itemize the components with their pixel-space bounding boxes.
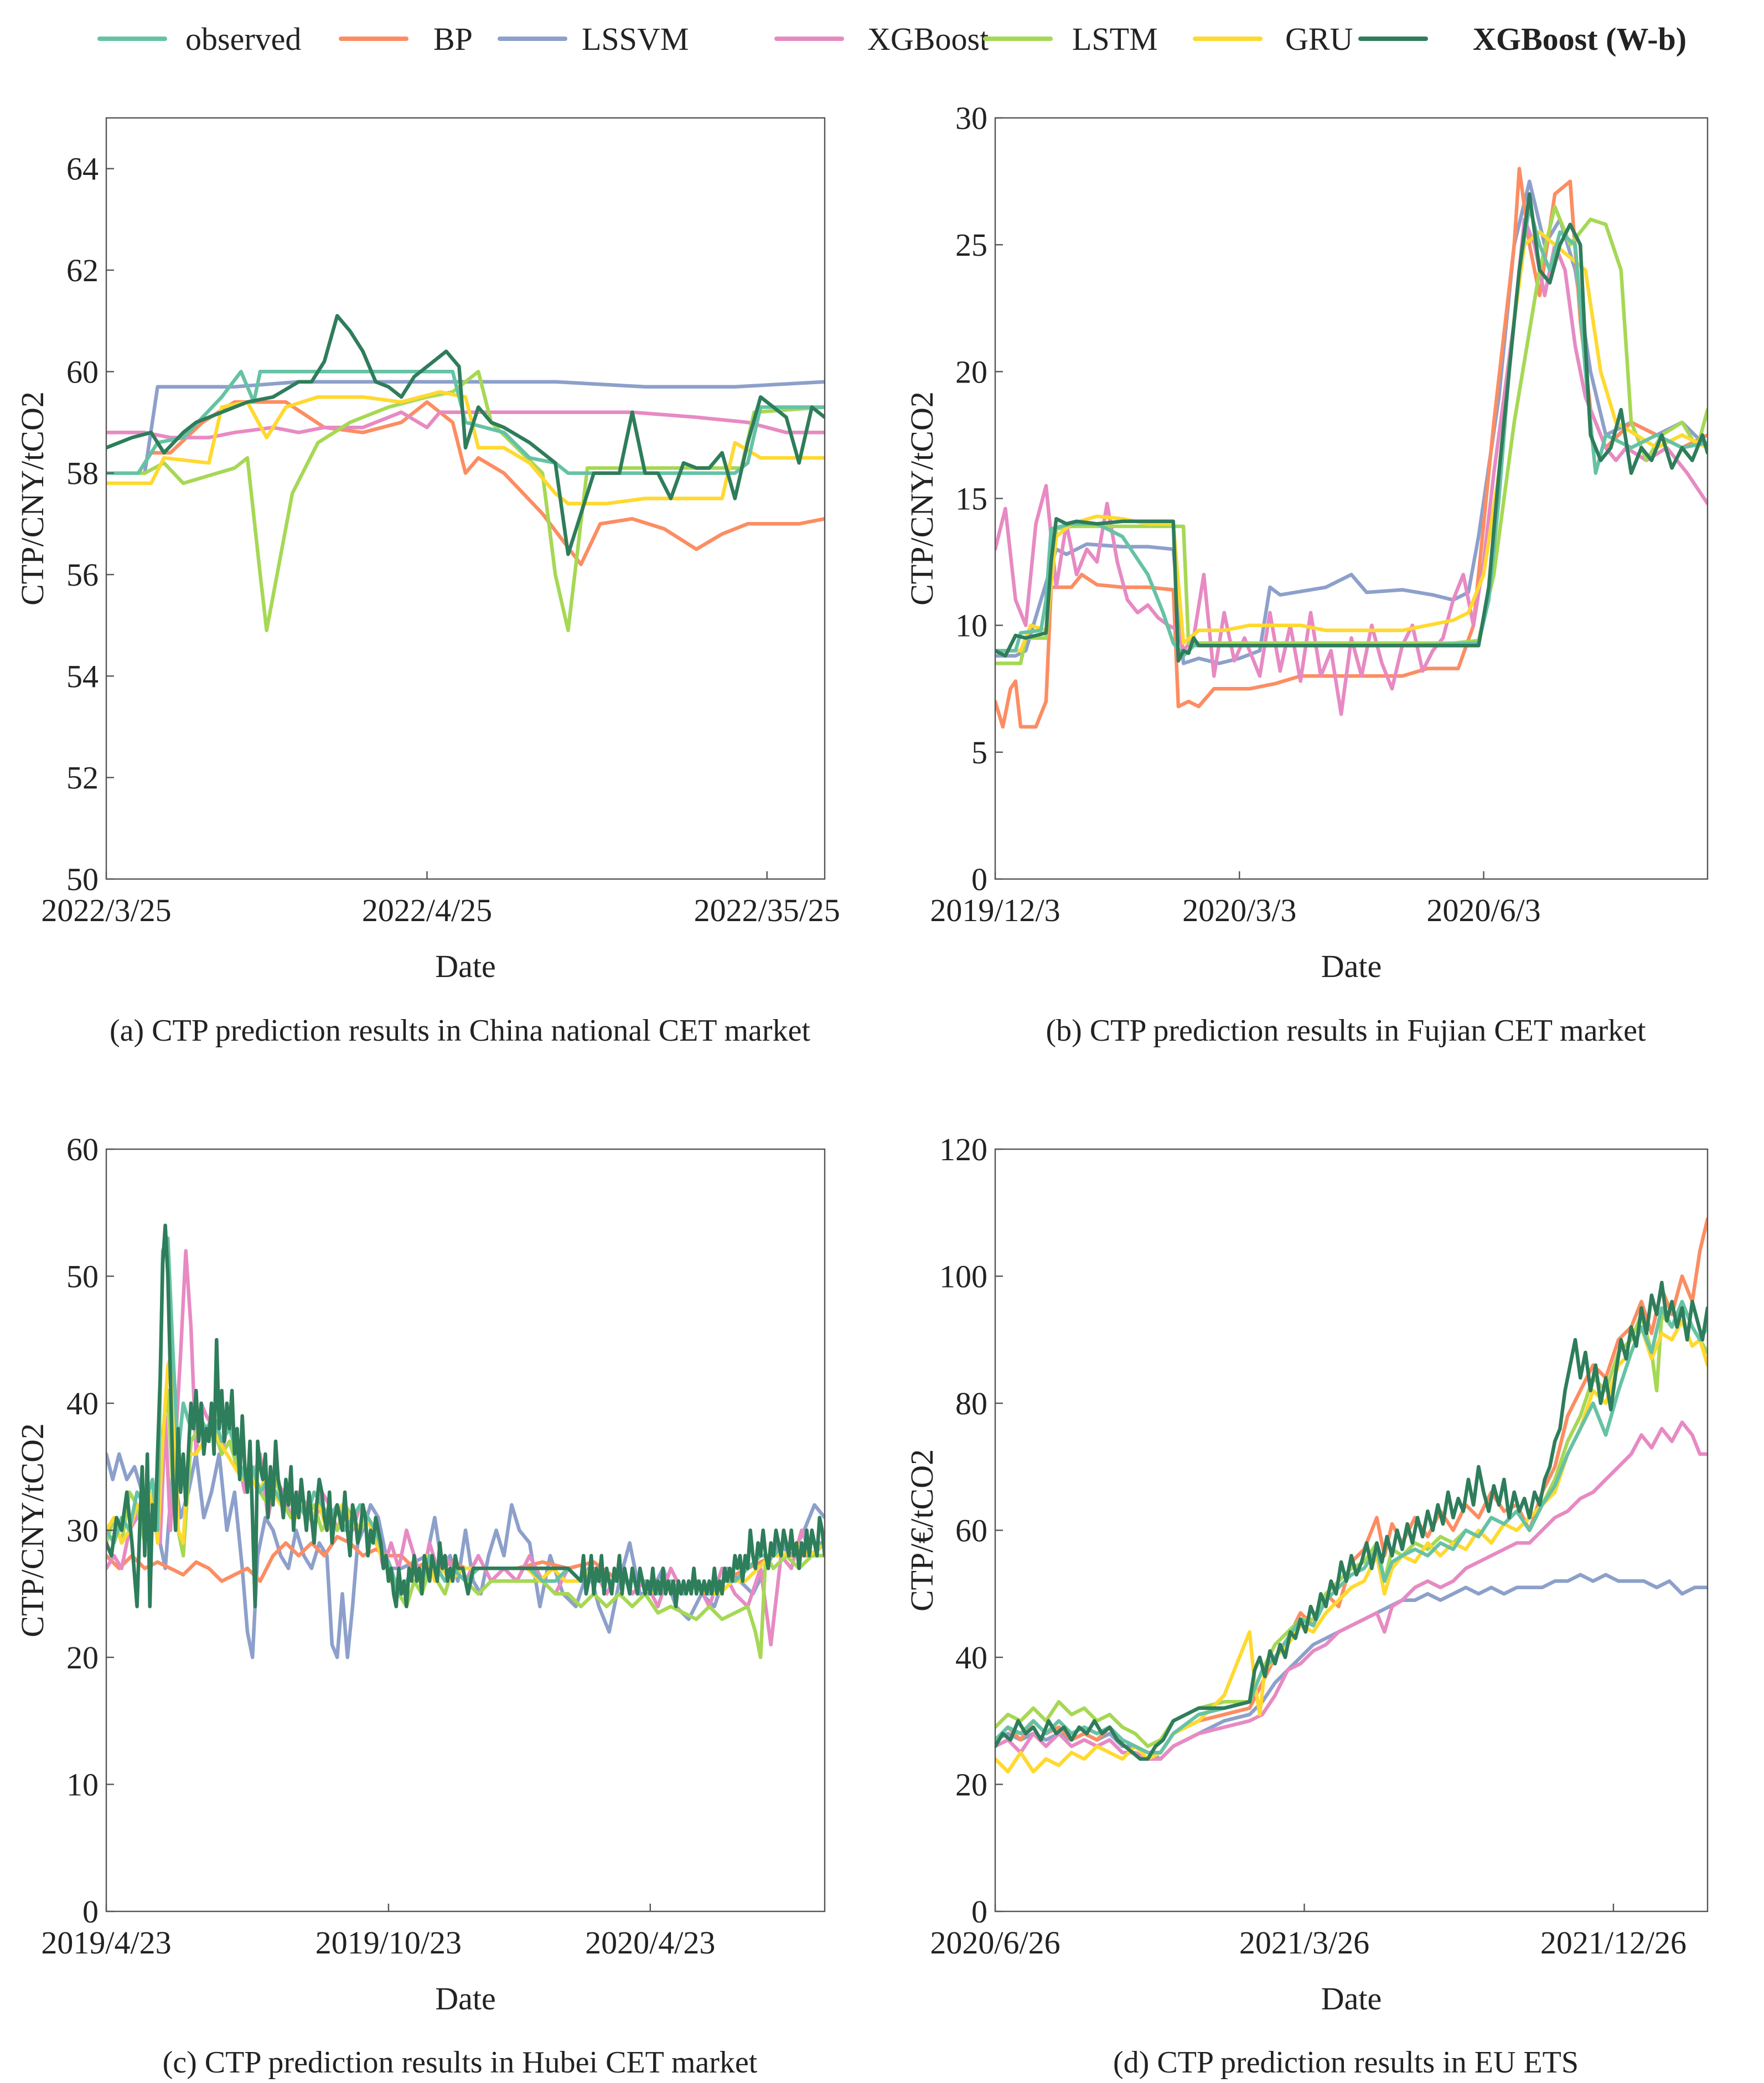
y-tick-label: 52 bbox=[66, 760, 99, 796]
panel-a-china-national: 50 52 54 56 58 60 62 64 2022/3/25 2022/4/25 2022/3… bbox=[14, 117, 840, 1048]
y-tick-label: 64 bbox=[66, 151, 99, 187]
series-group bbox=[106, 1223, 825, 1660]
panel-b-fujian: 0 5 10 15 20 25 30 2019/12/3 2020/3/3 2020/6/3 Dat… bbox=[904, 100, 1709, 1048]
series-line-lstm bbox=[995, 1300, 1708, 1748]
legend-label-bp: BP bbox=[433, 21, 473, 57]
y-tick-label: 10 bbox=[955, 608, 987, 644]
y-axis-title: CTP/CNY/tCO2 bbox=[904, 391, 940, 606]
series-line-lssvm bbox=[106, 1452, 825, 1660]
legend-label-gru: GRU bbox=[1285, 21, 1353, 57]
x-axis-title: Date bbox=[435, 948, 496, 984]
x-tick-label: 2020/6/3 bbox=[1426, 892, 1540, 928]
y-tick-label: 62 bbox=[66, 252, 99, 288]
y-tick-label: 15 bbox=[955, 481, 987, 517]
series-line-lssvm bbox=[995, 179, 1708, 665]
panel-c-hubei: 0 10 20 30 40 50 60 2019/4/23 2019/10/23 2020/4/2… bbox=[14, 1131, 826, 2080]
series-line-xgbwb bbox=[106, 314, 825, 556]
series-line-lstm bbox=[106, 370, 825, 633]
legend: observed BP LSSVM XGBoost LSTM GRU XGBoost (W-… bbox=[97, 21, 1687, 57]
y-tick-label: 40 bbox=[66, 1386, 99, 1422]
y-tick-label: 0 bbox=[971, 861, 987, 897]
y-tick-label: 60 bbox=[955, 1513, 987, 1549]
series-line-xgbwb bbox=[106, 1223, 825, 1609]
series-line-observed bbox=[995, 1300, 1708, 1755]
series-group bbox=[995, 167, 1708, 729]
x-tick-label: 2022/4/25 bbox=[362, 892, 492, 928]
legend-label-xgbwb: XGBoost (W-b) bbox=[1473, 21, 1687, 57]
x-tick-label: 2020/4/23 bbox=[585, 1925, 715, 1961]
legend-label-xgboost: XGBoost bbox=[867, 21, 989, 57]
legend-label-observed: observed bbox=[185, 21, 301, 57]
series-line-xgboost bbox=[995, 218, 1708, 716]
series-line-gru bbox=[995, 1319, 1708, 1774]
y-tick-label: 25 bbox=[955, 227, 987, 263]
series-line-gru bbox=[995, 230, 1708, 653]
x-tick-label: 2020/3/3 bbox=[1182, 892, 1296, 928]
y-tick-label: 80 bbox=[955, 1386, 987, 1422]
series-line-gru bbox=[106, 390, 825, 505]
x-tick-label: 2022/3/25 bbox=[41, 892, 171, 928]
y-tick-label: 40 bbox=[955, 1640, 987, 1676]
y-tick-label: 5 bbox=[971, 735, 987, 771]
x-axis-title: Date bbox=[1321, 1981, 1382, 2017]
series-line-xgboost bbox=[106, 410, 825, 440]
plot-frame bbox=[105, 117, 826, 880]
y-axis-title: CTP/CNY/tCO2 bbox=[14, 1423, 50, 1637]
x-tick-label: 2019/12/3 bbox=[930, 892, 1060, 928]
legend-label-lstm: LSTM bbox=[1072, 21, 1158, 57]
y-tick-label: 20 bbox=[66, 1640, 99, 1676]
plot-frame bbox=[994, 1148, 1709, 1913]
y-tick-label: 30 bbox=[66, 1513, 99, 1549]
x-tick-label: 2020/6/26 bbox=[930, 1925, 1060, 1961]
y-tick-label: 56 bbox=[66, 557, 99, 593]
y-tick-label: 0 bbox=[971, 1894, 987, 1930]
x-tick-label: 2021/12/26 bbox=[1540, 1925, 1687, 1961]
panel-caption: (d) CTP prediction results in EU ETS bbox=[1113, 2045, 1579, 2080]
legend-label-lssvm: LSSVM bbox=[582, 21, 689, 57]
panel-d-eu-ets: 0 20 40 60 80 100 120 2020/6/26 2021/3/26 2021/12… bbox=[904, 1131, 1709, 2080]
y-tick-label: 0 bbox=[82, 1894, 99, 1930]
x-axis-title: Date bbox=[435, 1981, 496, 2017]
y-tick-label: 54 bbox=[66, 658, 99, 694]
series-line-observed bbox=[106, 370, 825, 475]
x-axis-title: Date bbox=[1321, 948, 1382, 984]
plot-frame bbox=[994, 117, 1709, 880]
y-axis-title: CTP/€/tCO2 bbox=[904, 1449, 940, 1611]
x-tick-label: 2019/10/23 bbox=[315, 1925, 462, 1961]
y-tick-label: 60 bbox=[66, 354, 99, 390]
panel-caption: (c) CTP prediction results in Hubei CET … bbox=[163, 2045, 758, 2080]
panel-caption: (b) CTP prediction results in Fujian CET… bbox=[1046, 1014, 1646, 1048]
x-tick-label: 2022/35/25 bbox=[694, 892, 840, 928]
y-axis-title: CTP/CNY/tCO2 bbox=[14, 391, 50, 606]
y-tick-label: 50 bbox=[66, 1259, 99, 1295]
panel-caption: (a) CTP prediction results in China nati… bbox=[110, 1014, 810, 1048]
series-line-xgbwb bbox=[995, 192, 1708, 663]
series-line-xgboost bbox=[995, 1420, 1708, 1761]
y-tick-label: 58 bbox=[66, 456, 99, 492]
series-group bbox=[106, 314, 825, 633]
y-tick-label: 120 bbox=[939, 1131, 987, 1167]
y-tick-label: 10 bbox=[66, 1767, 99, 1803]
series-group bbox=[995, 1217, 1708, 1774]
y-tick-label: 30 bbox=[955, 100, 987, 136]
x-tick-label: 2019/4/23 bbox=[41, 1925, 171, 1961]
y-tick-label: 60 bbox=[66, 1131, 99, 1167]
y-tick-label: 100 bbox=[939, 1259, 987, 1295]
y-tick-label: 20 bbox=[955, 354, 987, 390]
y-tick-label: 20 bbox=[955, 1767, 987, 1803]
x-tick-label: 2021/3/26 bbox=[1239, 1925, 1369, 1961]
series-line-lssvm bbox=[106, 380, 825, 475]
y-tick-label: 50 bbox=[66, 861, 99, 897]
series-line-xgbwb bbox=[995, 1280, 1708, 1761]
